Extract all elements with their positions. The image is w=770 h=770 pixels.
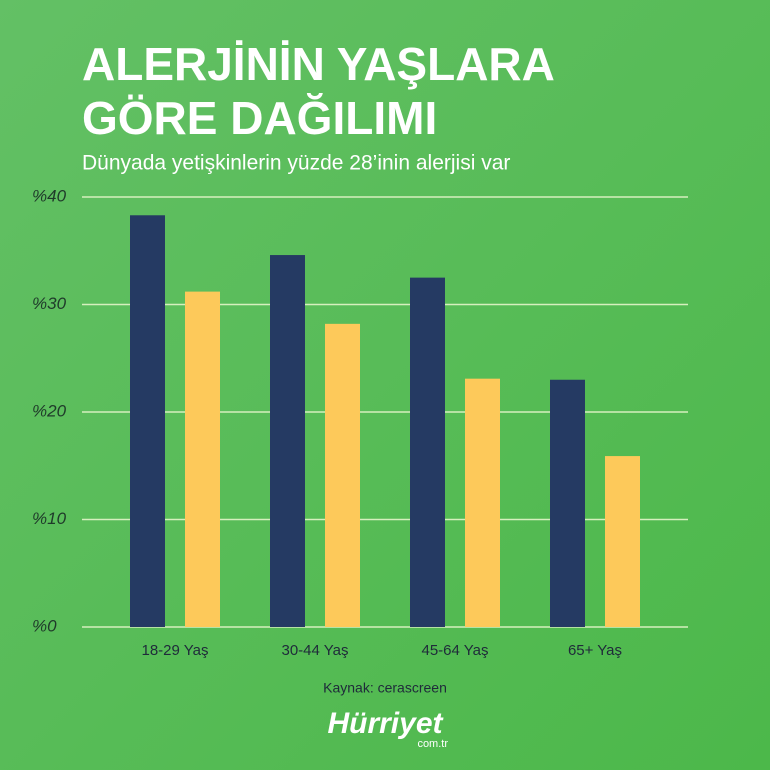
bar [605, 456, 640, 627]
bar [465, 378, 500, 627]
x-tick-label: 45-64 Yaş [422, 642, 489, 659]
x-tick-label: 18-29 Yaş [142, 642, 209, 659]
bar [270, 255, 305, 628]
y-tick-label: %40 [32, 186, 67, 205]
x-tick-label: 30-44 Yaş [282, 642, 349, 659]
x-tick-label: 65+ Yaş [568, 642, 622, 659]
y-tick-label: %20 [32, 401, 67, 420]
source: Kaynak: cerascreen [323, 680, 447, 696]
y-tick-label: %0 [32, 616, 57, 635]
bar [325, 323, 360, 627]
y-tick-label: %30 [32, 294, 67, 313]
bar [130, 215, 165, 627]
y-tick-label: %10 [32, 509, 67, 528]
chart-title: ALERJİNİN YAŞLARA GÖRE DAĞILIMI [82, 38, 555, 144]
logo: Hürriyet [327, 707, 444, 740]
logo-domain: com.tr [417, 738, 448, 750]
bar [185, 291, 220, 627]
bar [550, 379, 585, 627]
bar [410, 277, 445, 627]
chart-subtitle: Dünyada yetişkinlerin yüzde 28’inin aler… [82, 152, 510, 175]
